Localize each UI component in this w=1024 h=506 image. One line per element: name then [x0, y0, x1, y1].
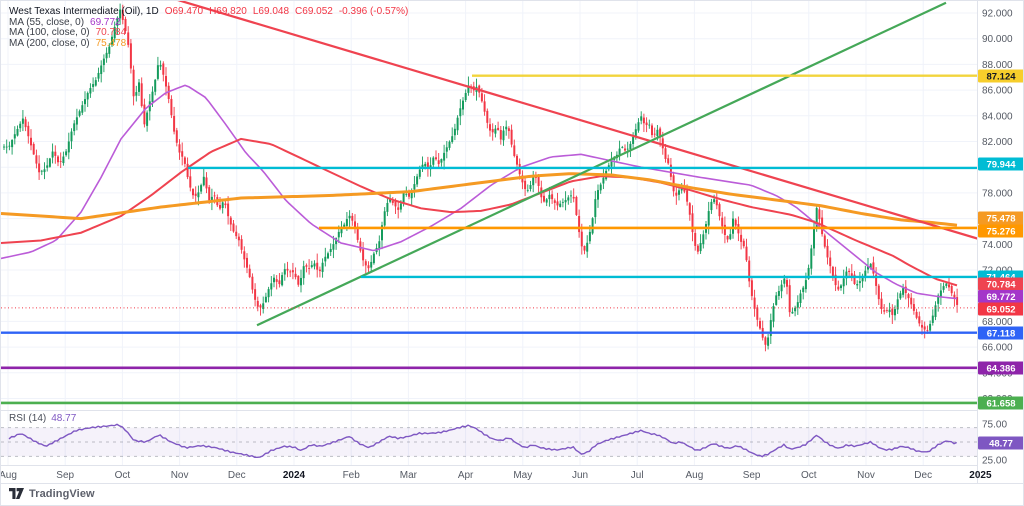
ma-line-ma55[interactable] — [1, 84, 958, 300]
svg-text:61.658: 61.658 — [986, 399, 1015, 410]
ma100-legend-row[interactable]: MA (100, close, 0) 70.784 — [9, 27, 408, 39]
ma100-value: 70.784 — [95, 27, 127, 38]
price-badge-48_77: 48.77 — [978, 436, 1023, 450]
svg-text:Dec: Dec — [914, 470, 932, 481]
svg-text:74.000: 74.000 — [982, 240, 1013, 251]
close-value: C69.052 — [295, 6, 333, 17]
rsi-band — [1, 427, 977, 457]
tradingview-logo-text: TradingView — [29, 487, 95, 500]
high-value: H69.820 — [209, 6, 247, 17]
ma55-label: MA (55, close, 0) — [9, 16, 85, 28]
svg-text:Aug: Aug — [1, 470, 17, 481]
svg-text:68.000: 68.000 — [982, 317, 1013, 328]
svg-text:64.386: 64.386 — [986, 364, 1015, 375]
ascending-trendline[interactable] — [256, 1, 947, 327]
rsi-value: 48.77 — [51, 413, 77, 424]
price-badge-87_124: 87.124 — [978, 69, 1023, 83]
rsi-label: RSI (14) — [9, 413, 47, 424]
price-badge-75_276: 75.276 — [978, 224, 1023, 238]
svg-text:Nov: Nov — [171, 470, 189, 481]
svg-text:Sep: Sep — [743, 470, 761, 481]
svg-text:Jun: Jun — [572, 470, 588, 481]
price-badge-69_772: 69.772 — [978, 290, 1023, 303]
svg-text:Sep: Sep — [56, 470, 74, 481]
ma100-label: MA (100, close, 0) — [9, 27, 90, 38]
svg-text:48.77: 48.77 — [989, 439, 1013, 450]
svg-text:Apr: Apr — [458, 470, 474, 481]
svg-text:Feb: Feb — [343, 470, 361, 481]
svg-text:70.784: 70.784 — [986, 280, 1016, 291]
svg-text:Nov: Nov — [857, 470, 875, 481]
svg-text:Jul: Jul — [631, 470, 644, 481]
gridlines — [1, 1, 981, 465]
svg-text:75.478: 75.478 — [986, 214, 1015, 225]
ma-line-ma100[interactable] — [1, 137, 958, 287]
price-badge-79_944: 79.944 — [978, 157, 1023, 171]
price-badge-75_478: 75.478 — [978, 211, 1023, 225]
tradingview-logo-icon — [9, 488, 24, 499]
svg-text:86.000: 86.000 — [982, 86, 1013, 97]
svg-text:2025: 2025 — [969, 470, 992, 481]
chart-legend: West Texas Intermediate (Oil), 1D O69.47… — [9, 6, 409, 50]
price-badge-64_386: 64.386 — [978, 361, 1023, 375]
svg-text:May: May — [513, 470, 532, 481]
svg-text:79.944: 79.944 — [986, 160, 1016, 171]
ma55-legend-row[interactable]: MA (55, close, 0) 69.772 — [9, 16, 408, 29]
svg-text:82.000: 82.000 — [982, 137, 1013, 148]
change-value: -0.396 (-0.57%) — [338, 6, 409, 17]
ma200-legend-row[interactable]: MA (200, close, 0) 75.478 — [9, 37, 408, 50]
price-badge-67_118: 67.118 — [978, 326, 1023, 340]
svg-text:2024: 2024 — [283, 470, 306, 481]
svg-text:87.124: 87.124 — [986, 72, 1016, 83]
price-badge-70_784: 70.784 — [978, 277, 1023, 291]
svg-text:Mar: Mar — [400, 470, 418, 481]
symbol-legend-row[interactable]: West Texas Intermediate (Oil), 1D O69.47… — [9, 6, 409, 18]
svg-text:66.000: 66.000 — [982, 343, 1013, 354]
svg-text:Aug: Aug — [686, 470, 704, 481]
svg-text:25.00: 25.00 — [982, 456, 1007, 467]
symbol-title: West Texas Intermediate (Oil), 1D — [9, 6, 159, 17]
svg-text:Oct: Oct — [115, 470, 131, 481]
rsi-line[interactable] — [8, 423, 957, 459]
svg-text:92.000: 92.000 — [982, 9, 1013, 20]
candlestick-series — [3, 3, 959, 352]
rsi-legend-row[interactable]: RSI (14) 48.77 — [9, 413, 76, 424]
svg-text:84.000: 84.000 — [982, 111, 1013, 122]
price-axis[interactable]: 92.00090.00088.00086.00084.00082.00080.0… — [977, 1, 1024, 483]
ma55-value: 69.772 — [90, 16, 121, 28]
svg-text:75.276: 75.276 — [986, 227, 1015, 238]
svg-text:75.00: 75.00 — [982, 420, 1007, 431]
tradingview-logo[interactable]: TradingView — [9, 487, 95, 500]
svg-text:88.000: 88.000 — [982, 60, 1013, 71]
descending-trendline[interactable] — [161, 1, 988, 242]
price-badge-61_658: 61.658 — [978, 396, 1023, 410]
svg-text:67.118: 67.118 — [987, 329, 1016, 340]
svg-text:69.772: 69.772 — [986, 292, 1015, 303]
time-axis[interactable]: Aug Sep Oct Nov Dec 2024 Feb Mar Apr May Jun Jul Aug… — [1, 470, 992, 481]
svg-text:90.000: 90.000 — [982, 34, 1013, 45]
ma200-label: MA (200, close, 0) — [9, 37, 90, 49]
ma-line-ma200[interactable] — [1, 172, 958, 227]
price-badge-69_052: 69.052 — [978, 302, 1023, 316]
svg-text:Dec: Dec — [228, 470, 246, 481]
ma200-value: 75.478 — [95, 37, 127, 49]
svg-text:69.052: 69.052 — [986, 305, 1015, 316]
svg-text:Oct: Oct — [801, 470, 817, 481]
open-value: O69.470 — [164, 6, 204, 17]
low-value: L69.048 — [252, 6, 290, 17]
svg-text:78.000: 78.000 — [982, 188, 1013, 199]
